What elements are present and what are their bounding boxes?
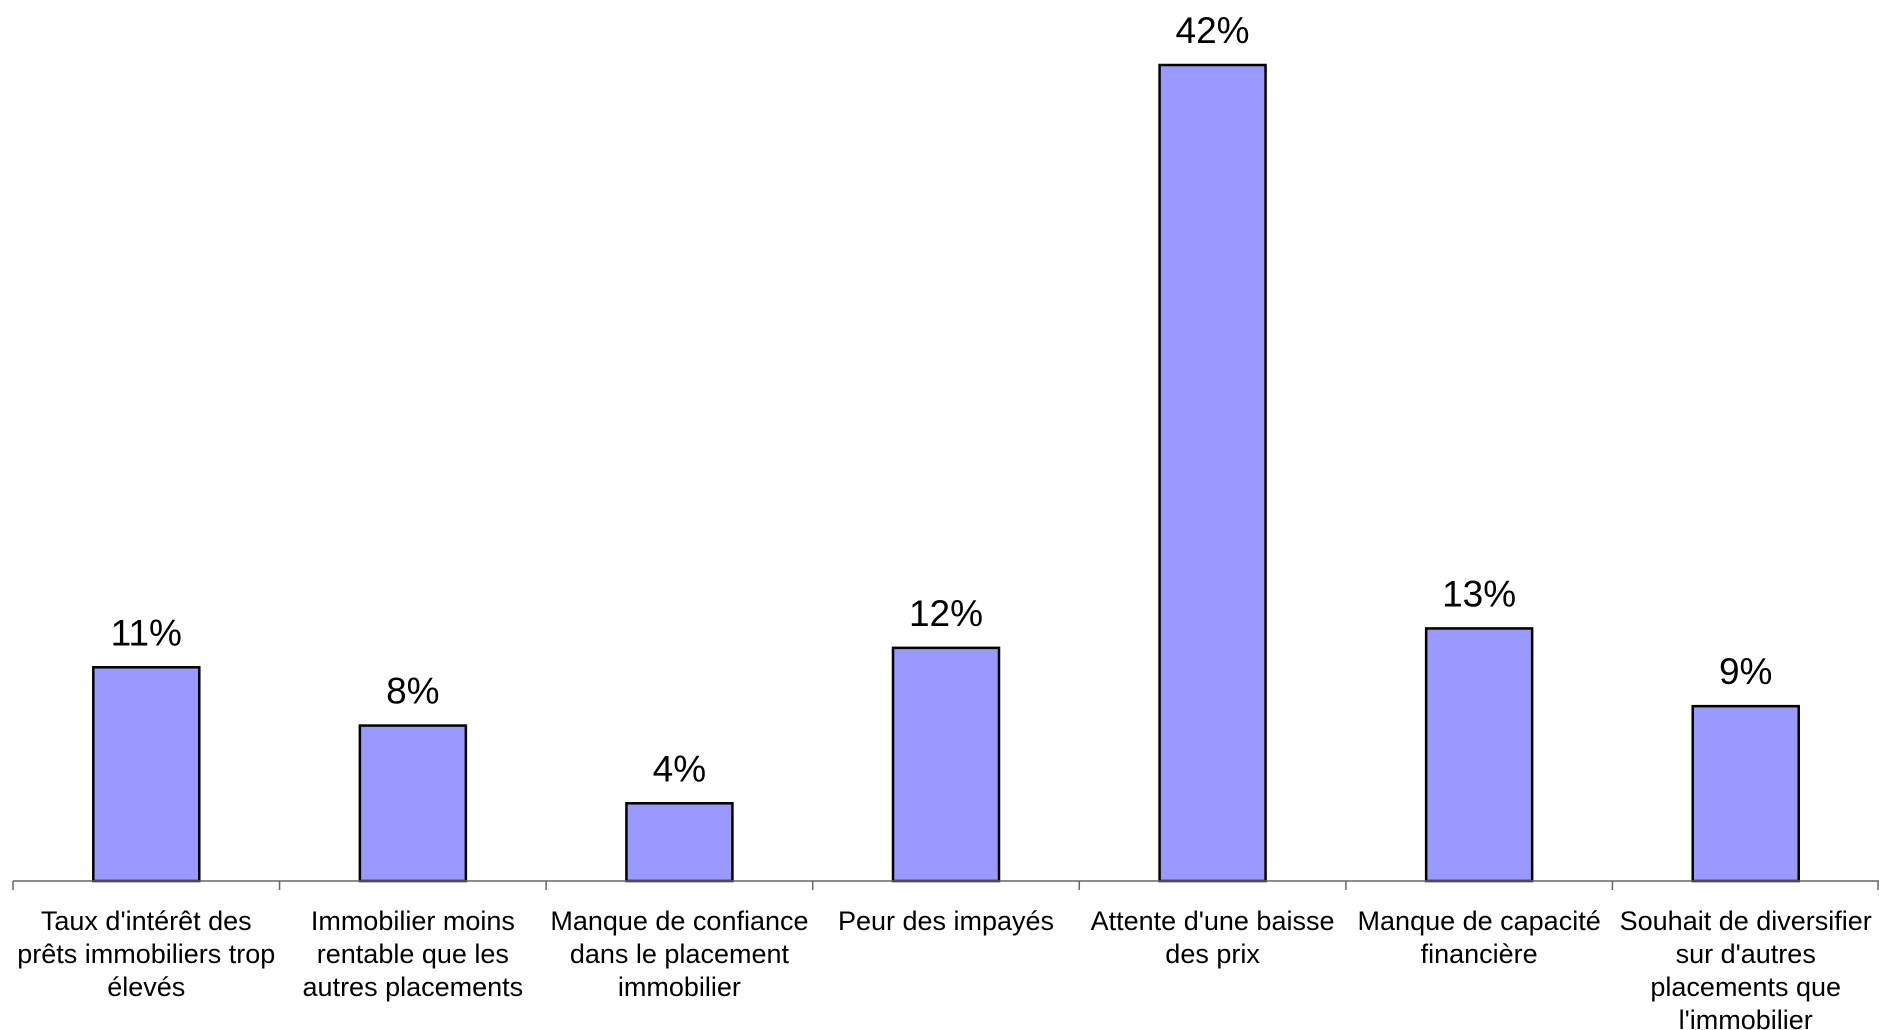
category-label-line: Manque de capacité: [1358, 906, 1601, 936]
data-label: 9%: [1719, 651, 1772, 692]
category-label-line: Manque de confiance: [550, 906, 808, 936]
x-axis: [12, 880, 1879, 890]
data-label: 8%: [386, 671, 439, 712]
category-label: Attente d'une baisse des prix: [1091, 906, 1335, 969]
category-label-line: rentable que les: [317, 939, 509, 969]
bar: [358, 724, 468, 883]
category-label-line: Attente d'une baisse: [1091, 906, 1335, 936]
category-label: Peur des impayés: [838, 906, 1054, 936]
category-label-line: placements que: [1650, 972, 1841, 1002]
category-label-line: Souhait de diversifier: [1620, 906, 1872, 936]
category-label: Manque de capacité financière: [1358, 906, 1601, 969]
data-label: 12%: [909, 593, 983, 634]
data-labels: 11% 8% 4% 12% 42% 13% 9%: [111, 10, 1773, 789]
category-label: Manque de confiance dans le placement immo…: [550, 906, 808, 1002]
data-label: 11%: [111, 612, 182, 653]
bar: [1158, 63, 1267, 883]
bar: [1424, 627, 1534, 883]
category-label-line: élevés: [107, 972, 185, 1002]
data-label: 13%: [1442, 573, 1516, 614]
bar: [92, 666, 201, 883]
category-label-line: Immobilier moins: [311, 906, 515, 936]
category-labels: Taux d'intérêt des prêts immobiliers trop…: [17, 906, 1872, 1030]
category-label: Souhait de diversifier sur d'autres placem…: [1620, 906, 1872, 1030]
category-label-line: autres placements: [303, 972, 524, 1002]
bar: [1691, 704, 1800, 883]
category-label-line: Peur des impayés: [838, 906, 1054, 936]
category-label-line: dans le placement: [570, 939, 790, 969]
data-label: 42%: [1176, 10, 1250, 51]
data-label: 4%: [653, 748, 706, 789]
bars: [92, 63, 1800, 883]
category-label-line: des prix: [1165, 939, 1260, 969]
category-label-line: prêts immobiliers trop: [17, 939, 275, 969]
category-label: Taux d'intérêt des prêts immobiliers trop…: [17, 906, 275, 1002]
bar: [891, 646, 1001, 883]
category-label-line: financière: [1421, 939, 1538, 969]
category-label-line: immobilier: [618, 972, 741, 1002]
category-label-line: l'immobilier: [1679, 1005, 1813, 1030]
category-label-line: Taux d'intérêt des: [41, 906, 252, 936]
category-label: Immobilier moins rentable que les autres p…: [303, 906, 524, 1002]
bar: [625, 802, 734, 883]
category-label-line: sur d'autres: [1676, 939, 1816, 969]
